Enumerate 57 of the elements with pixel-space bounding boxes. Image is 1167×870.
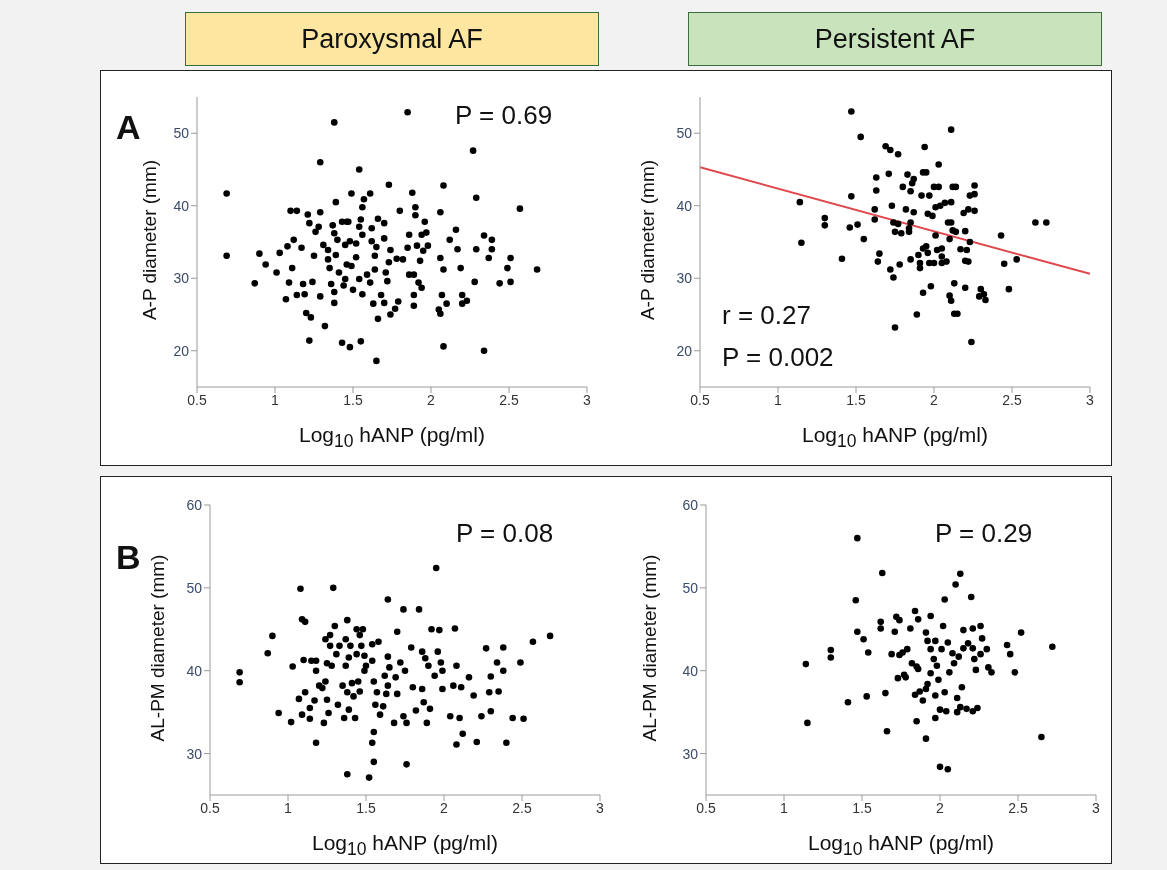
- x-tick-label: 2: [930, 391, 939, 408]
- y-tick-label: 60: [682, 496, 699, 513]
- chart-title: Persistent AF: [688, 12, 1102, 66]
- x-tick-label: 3: [596, 799, 605, 816]
- x-axis-title: Log$_{10}$ hANP (pg/ml): [311, 831, 499, 861]
- x-tick-label: 0.5: [187, 391, 207, 408]
- y-axis-title: AL-PM diameter (mm): [639, 553, 661, 744]
- annotation: P = 0.29: [935, 518, 1033, 549]
- y-tick-label: 50: [186, 579, 203, 596]
- y-tick-label: 40: [682, 662, 699, 679]
- x-tick-label: 1: [284, 799, 293, 816]
- x-tick-label: 2.5: [512, 799, 532, 816]
- y-tick-label: 60: [186, 496, 203, 513]
- y-tick-label: 40: [676, 197, 693, 214]
- y-tick-label: 40: [186, 662, 203, 679]
- y-axis-title: AL-PM diameter (mm): [147, 553, 169, 744]
- x-axis-title: Log$_{10}$ hANP (pg/ml): [298, 423, 486, 453]
- y-tick-label: 20: [173, 342, 190, 359]
- x-tick-label: 1.5: [343, 391, 363, 408]
- x-axis-title: Log$_{10}$ hANP (pg/ml): [801, 423, 989, 453]
- y-tick-label: 30: [676, 270, 693, 287]
- y-tick-label: 30: [173, 270, 190, 287]
- annotation: r = 0.27: [722, 300, 811, 331]
- x-tick-label: 1: [774, 391, 783, 408]
- x-tick-label: 2.5: [1008, 799, 1028, 816]
- x-tick-label: 2: [427, 391, 436, 408]
- x-tick-label: 2.5: [499, 391, 519, 408]
- text: A: [116, 108, 141, 147]
- annotation: P = 0.69: [455, 100, 553, 131]
- y-tick-label: 40: [173, 197, 190, 214]
- x-tick-label: 2: [936, 799, 945, 816]
- x-tick-label: 1: [271, 391, 280, 408]
- x-tick-label: 0.5: [696, 799, 716, 816]
- x-tick-label: 3: [583, 391, 592, 408]
- x-axis-title: Log$_{10}$ hANP (pg/ml): [807, 831, 995, 861]
- y-axis-title: A-P diameter (mm): [139, 158, 161, 323]
- x-tick-label: 1.5: [356, 799, 376, 816]
- x-tick-label: 1.5: [846, 391, 866, 408]
- text: B: [116, 538, 141, 577]
- y-tick-label: 30: [186, 745, 203, 762]
- x-tick-label: 3: [1086, 391, 1095, 408]
- x-tick-label: 3: [1092, 799, 1101, 816]
- y-tick-label: 50: [682, 579, 699, 596]
- x-tick-label: 0.5: [200, 799, 220, 816]
- y-tick-label: 20: [676, 342, 693, 359]
- y-tick-label: 50: [676, 125, 693, 142]
- x-tick-label: 2: [440, 799, 449, 816]
- annotation: P = 0.002: [722, 342, 834, 373]
- x-tick-label: 1.5: [852, 799, 872, 816]
- x-tick-label: 2.5: [1002, 391, 1022, 408]
- x-tick-label: 1: [780, 799, 789, 816]
- y-tick-label: 30: [682, 745, 699, 762]
- y-axis-title: A-P diameter (mm): [637, 158, 659, 323]
- x-tick-label: 0.5: [690, 391, 710, 408]
- annotation: P = 0.08: [456, 518, 554, 549]
- chart-title: Paroxysmal AF: [185, 12, 599, 66]
- y-tick-label: 50: [173, 125, 190, 142]
